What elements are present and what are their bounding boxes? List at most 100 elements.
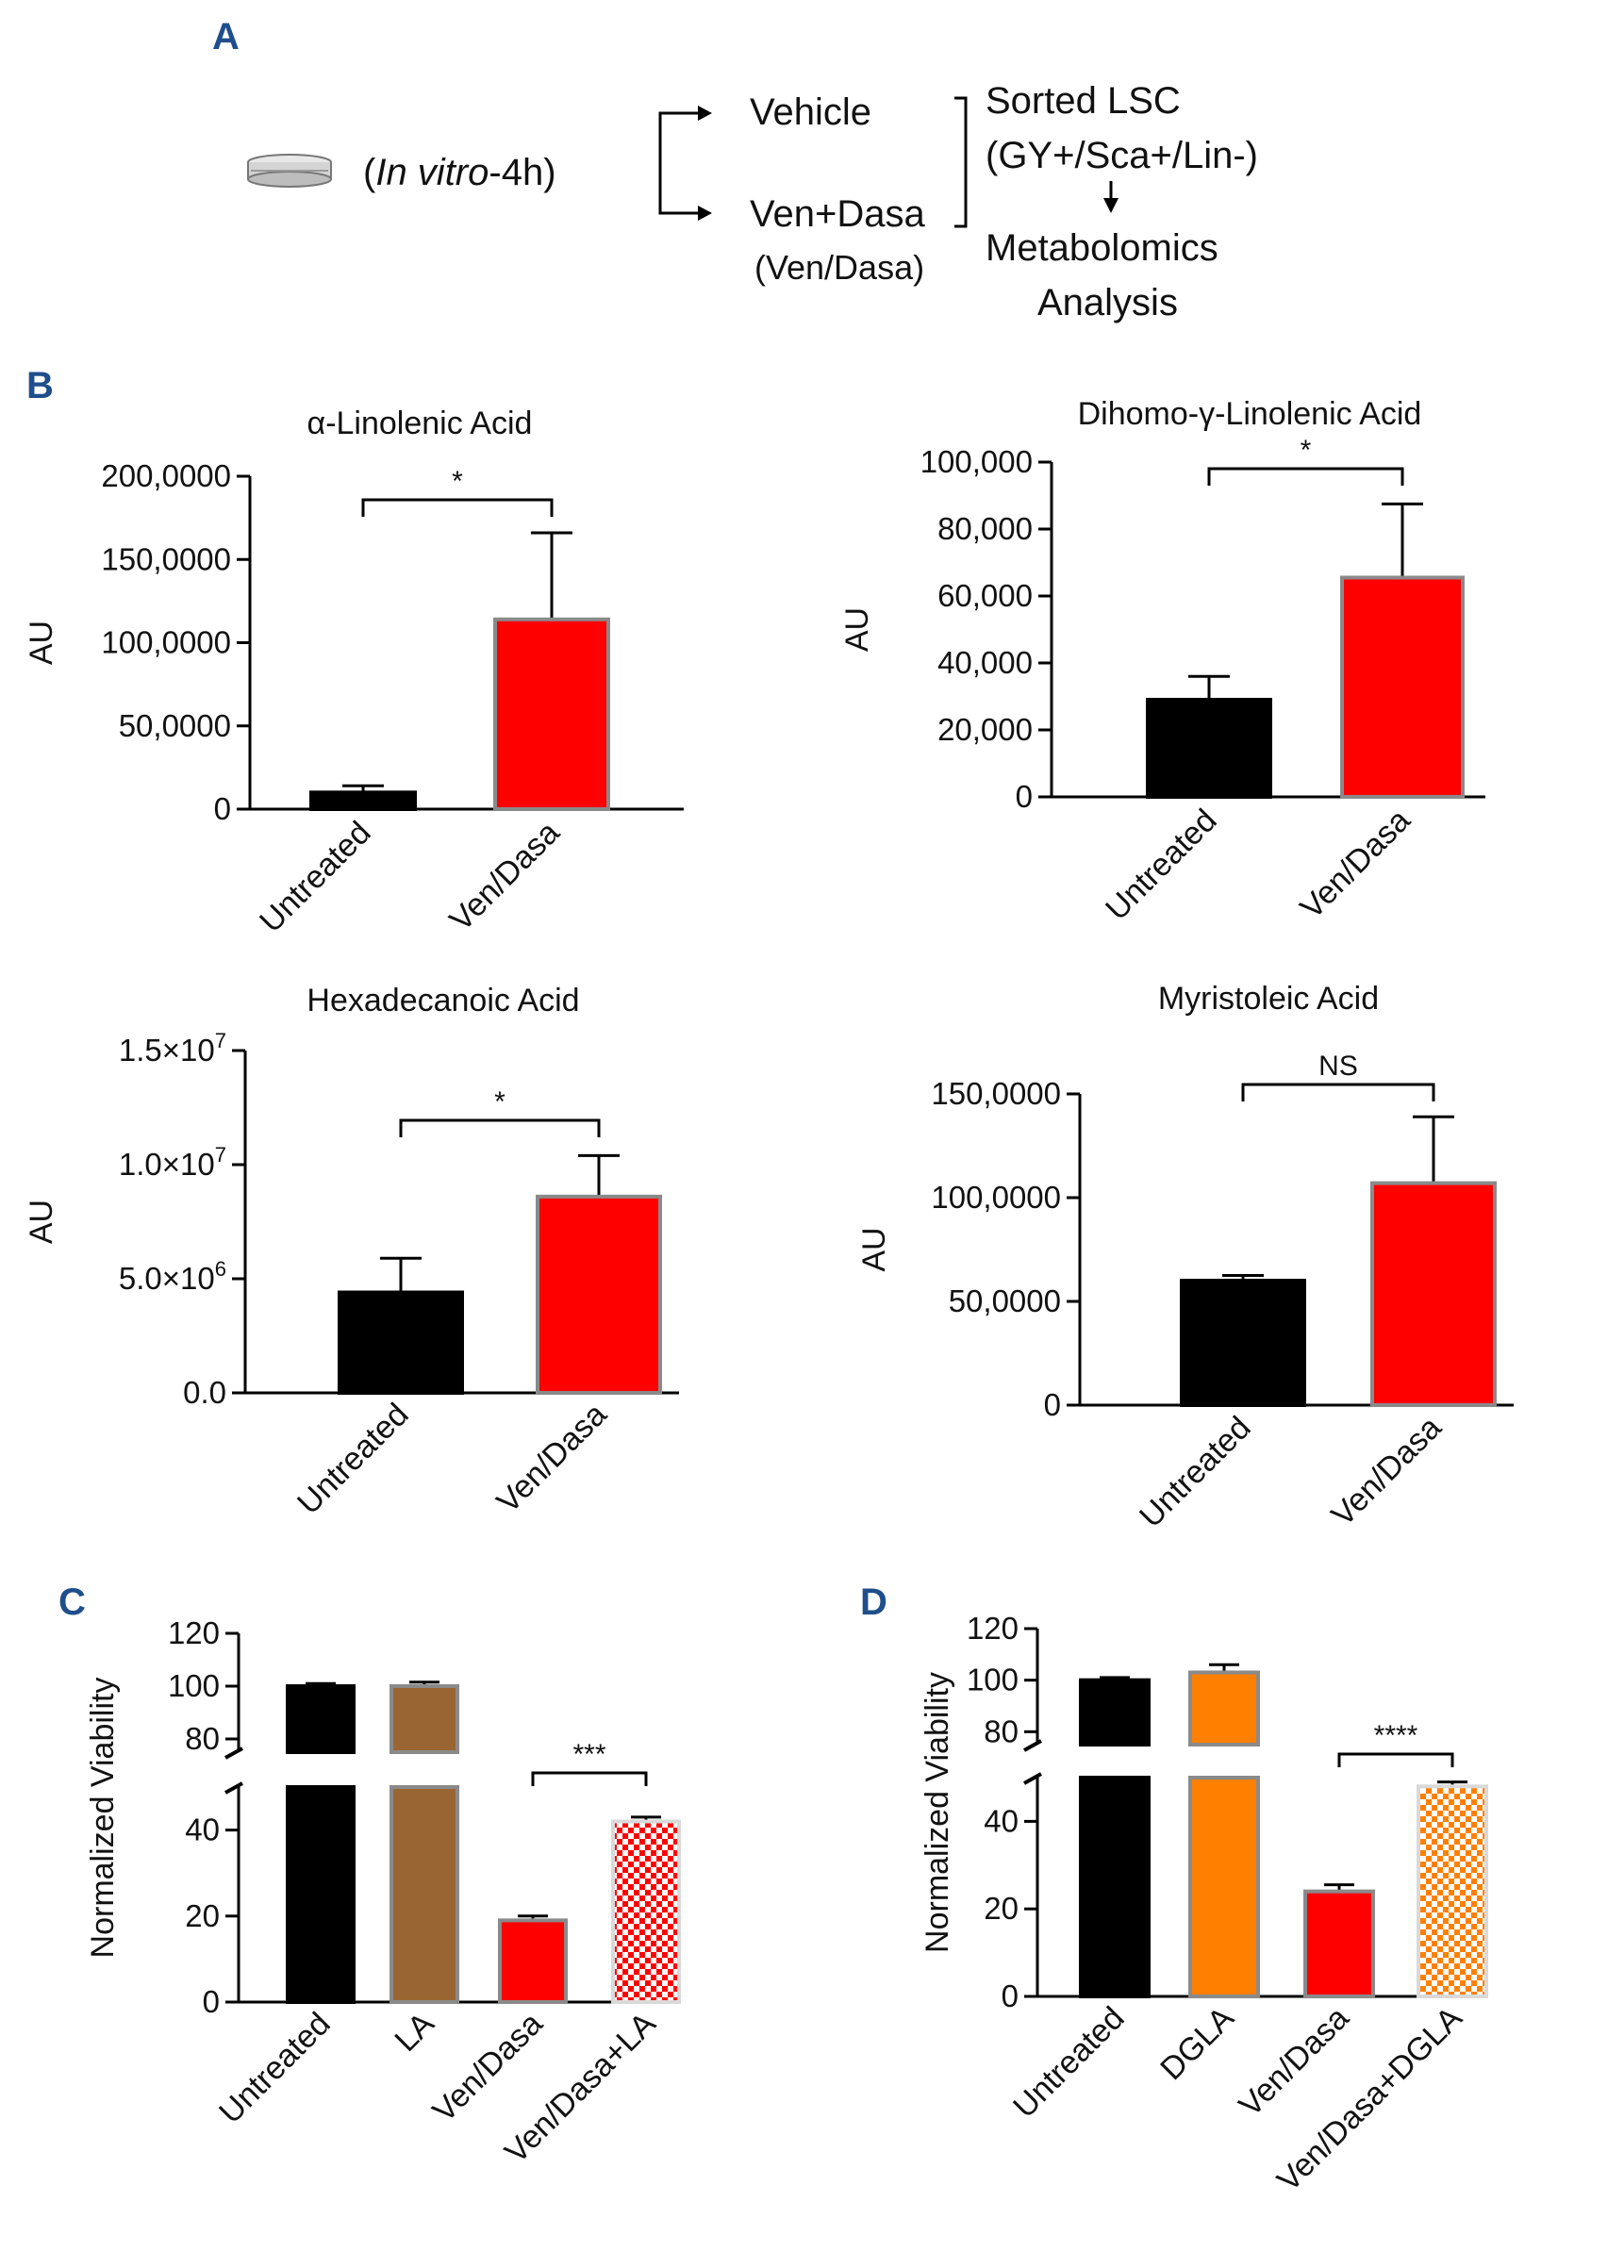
significance-bracket xyxy=(399,1118,601,1137)
axis-break-mark xyxy=(1023,1739,1042,1752)
y-axis-label: AU xyxy=(856,1227,892,1271)
significance-label: NS xyxy=(1318,1051,1358,1082)
bar-dgla-upper xyxy=(1188,1670,1260,1747)
y-tick-label: 150,0000 xyxy=(931,1076,1061,1111)
significance-bracket xyxy=(361,498,554,517)
chart-alpha-linolenic: α-Linolenic Acid AU 0 50,0000 100,0000 150,00… xyxy=(24,406,684,939)
y-tick-label: 100,0000 xyxy=(931,1180,1061,1215)
panel-a: A (In vitro-4h) Vehicle Ven+Dasa (Ven/Da… xyxy=(212,16,1258,323)
y-tick-label: 100 xyxy=(967,1663,1019,1697)
bar-ven-dasa-dgla xyxy=(1417,1784,1488,1999)
bar-untreated-upper xyxy=(286,1684,356,1754)
condition-italic: In vitro xyxy=(375,152,489,193)
x-tick-label: Ven/Dasa xyxy=(490,1397,614,1520)
y-tick-label: 20 xyxy=(984,1891,1019,1926)
chart-title: α-Linolenic Acid xyxy=(307,406,533,441)
condition-prefix: ( xyxy=(363,152,376,193)
metabolomics-line2: Analysis xyxy=(1037,282,1178,323)
significance-label: *** xyxy=(572,1739,605,1770)
bar-dgla-lower xyxy=(1188,1776,1260,1998)
chart-title: Dihomo-γ-Linolenic Acid xyxy=(1078,396,1422,432)
axis-break-mark xyxy=(224,1747,243,1760)
y-tick-label: 40 xyxy=(185,1813,220,1847)
x-tick-label: Ven/Dasa xyxy=(443,815,567,938)
panel-letter-c: C xyxy=(58,1581,86,1623)
y-tick-label: 5.0×106 xyxy=(119,1257,226,1296)
y-axis-label: AU xyxy=(24,1200,59,1244)
y-axis-label: Normalized Viability xyxy=(85,1678,121,1959)
y-tick-label: 0 xyxy=(1002,1978,1019,2013)
y-tick-label: 100,000 xyxy=(920,444,1033,479)
metabolomics-line1: Metabolomics xyxy=(986,227,1218,269)
significance-bracket xyxy=(1337,1752,1454,1767)
arrow-right-icon xyxy=(698,206,712,221)
y-tick-label: 40,000 xyxy=(937,645,1033,680)
x-tick-label: LA xyxy=(388,2006,441,2060)
bar-la-lower xyxy=(389,1785,459,2004)
chart-dihomo-gamma-linolenic: Dihomo-γ-Linolenic Acid AU 0 20,000 40,000 60… xyxy=(839,396,1485,927)
y-tick-label: 80 xyxy=(185,1721,220,1756)
y-tick-label: 0 xyxy=(1016,779,1033,814)
panel-letter-d: D xyxy=(860,1581,887,1623)
x-tick-label: DGLA xyxy=(1153,2000,1241,2088)
bar-ven-dasa-la xyxy=(611,1819,681,2004)
x-tick-label: Untreated xyxy=(290,1397,415,1521)
bar-untreated xyxy=(338,1290,464,1396)
y-tick-label: 120 xyxy=(967,1611,1019,1646)
y-tick-label: 1.0×107 xyxy=(119,1143,226,1182)
axis-break-mark xyxy=(1023,1772,1042,1785)
bar-ven-dasa xyxy=(1370,1181,1497,1407)
bar-ven-dasa xyxy=(1340,575,1465,799)
x-tick-label: Ven/Dasa xyxy=(1294,803,1417,926)
bar-untreated-lower xyxy=(1079,1776,1151,1998)
bar-untreated xyxy=(1146,698,1272,799)
y-tick-label: 50,0000 xyxy=(119,708,231,743)
petri-dish-icon xyxy=(247,154,332,188)
y-axis-label: AU xyxy=(839,607,875,652)
y-tick-label: 80 xyxy=(984,1713,1019,1748)
significance-label: * xyxy=(452,466,463,497)
condition-label: (In vitro-4h) xyxy=(363,152,556,193)
y-tick-label: 0.0 xyxy=(183,1375,226,1410)
arrow-down-icon xyxy=(1103,198,1119,213)
y-tick-label: 120 xyxy=(168,1615,220,1650)
significance-label: * xyxy=(494,1086,505,1117)
chart-viability-dgla: Normalized Viability 0 20 40 80 100 120 Untreat… xyxy=(920,1611,1488,2198)
y-tick-label: 100 xyxy=(168,1668,220,1703)
y-tick-label: 50,0000 xyxy=(949,1283,1061,1318)
y-tick-label: 40 xyxy=(984,1803,1019,1838)
condition-suffix: -4h) xyxy=(489,152,555,193)
y-axis-label: Normalized Viability xyxy=(920,1672,955,1953)
significance-label: * xyxy=(1301,435,1312,466)
arm-ven-dasa: Ven+Dasa xyxy=(750,193,925,235)
y-axis-label: AU xyxy=(24,621,59,665)
chart-myristoleic: Myristoleic Acid AU 0 50,0000 100,0000 150,00… xyxy=(856,981,1514,1534)
y-tick-label: 0 xyxy=(214,791,231,826)
bar-untreated xyxy=(1180,1279,1306,1407)
sorted-lsc-line2: (GY+/Sca+/Lin-) xyxy=(986,135,1258,176)
bar-untreated-lower xyxy=(286,1785,356,2004)
y-tick-label: 80,000 xyxy=(937,511,1033,546)
sorted-lsc-line1: Sorted LSC xyxy=(986,80,1181,122)
panel-letter-b: B xyxy=(26,365,54,406)
y-tick-label: 100,0000 xyxy=(101,625,231,660)
bar-untreated xyxy=(309,790,417,811)
significance-bracket xyxy=(1241,1083,1435,1101)
chart-hexadecanoic: Hexadecanoic Acid AU 0.0 5.0×106 1.0×107 1.5×… xyxy=(24,983,679,1521)
arm-bracket xyxy=(954,96,968,228)
chart-title: Myristoleic Acid xyxy=(1158,981,1379,1017)
x-tick-label: Untreated xyxy=(212,2006,337,2130)
bar-ven-dasa xyxy=(498,1918,568,2004)
x-tick-label: Untreated xyxy=(253,815,377,939)
bar-ven-dasa xyxy=(536,1194,662,1395)
x-tick-label: Ven/Dasa xyxy=(1325,1410,1449,1533)
panel-letter-a: A xyxy=(212,16,240,58)
bar-untreated-upper xyxy=(1079,1678,1151,1747)
y-tick-label: 200,0000 xyxy=(101,458,231,493)
bar-ven-dasa xyxy=(493,617,610,811)
x-tick-label: Untreated xyxy=(1006,2000,1131,2125)
arm-ven-dasa-sub: (Ven/Dasa) xyxy=(754,248,924,287)
chart-title: Hexadecanoic Acid xyxy=(307,983,579,1018)
bar-ven-dasa xyxy=(1303,1889,1375,1999)
